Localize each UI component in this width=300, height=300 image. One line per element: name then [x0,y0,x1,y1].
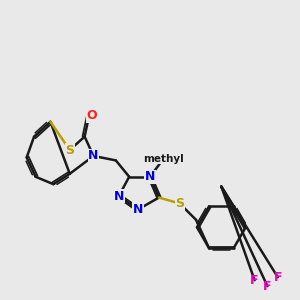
Text: N: N [114,190,124,202]
Text: F: F [250,274,259,287]
Text: F: F [274,271,282,284]
Text: S: S [65,143,74,157]
Text: F: F [263,280,272,292]
Text: N: N [145,170,155,183]
Text: O: O [87,109,98,122]
Text: S: S [175,197,184,210]
Text: methyl: methyl [162,158,167,160]
Text: methyl: methyl [164,147,213,161]
Text: N: N [133,203,143,216]
Text: methyl: methyl [143,154,184,164]
Text: N: N [88,149,99,162]
